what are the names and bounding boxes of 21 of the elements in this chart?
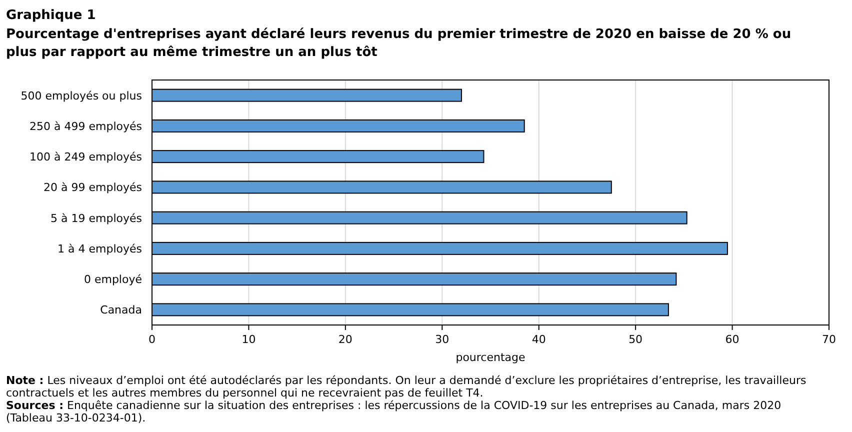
x-tick-label: 70 [822,333,836,346]
y-tick-label: 0 employé [84,273,142,286]
chart-subtitle: Pourcentage d'entreprises ayant déclaré leurs revenus du premier trimestre de 2020 en baisse de 20 % ou plus par rapport au même trimestre un an plus tôt [6,27,792,60]
x-tick-label: 20 [338,333,352,346]
x-tick-label: 30 [435,333,450,346]
y-tick-label: 500 employés ou plus [20,89,142,102]
source-note: Sources : Enquête canadienne sur la situation des entreprises : les répercussions de la COVID-19 sur les entreprises au Canada, mars 2020 (Tableau 33-10-0234-01). [6,399,782,424]
x-axis-title: pourcentage [456,351,526,364]
y-tick-label: 250 à 499 employés [30,120,142,133]
y-tick-label: 100 à 249 employés [30,150,142,164]
y-tick-label: 20 à 99 employés [44,181,142,194]
y-tick-label: 1 à 4 employés [58,242,142,256]
x-tick-label: 0 [148,333,156,346]
chart-title: Graphique 1 [6,8,96,23]
x-tick-label: 60 [725,333,740,346]
x-tick-label: 50 [628,333,643,346]
x-tick-label: 40 [532,333,546,346]
y-tick-label: 5 à 19 employés [50,212,142,225]
y-tick-label: Canada [100,304,142,317]
x-tick-label: 10 [242,333,256,346]
text: Note : Les niveaux d’emploi ont été autodéclarés par les répondants. On leur a demandé d’exclure les propriétaires d’entreprise, les travailleurs contractuels et les autres membres du personnel qui ne recevraient pas de feuillet T4. [6,374,806,400]
